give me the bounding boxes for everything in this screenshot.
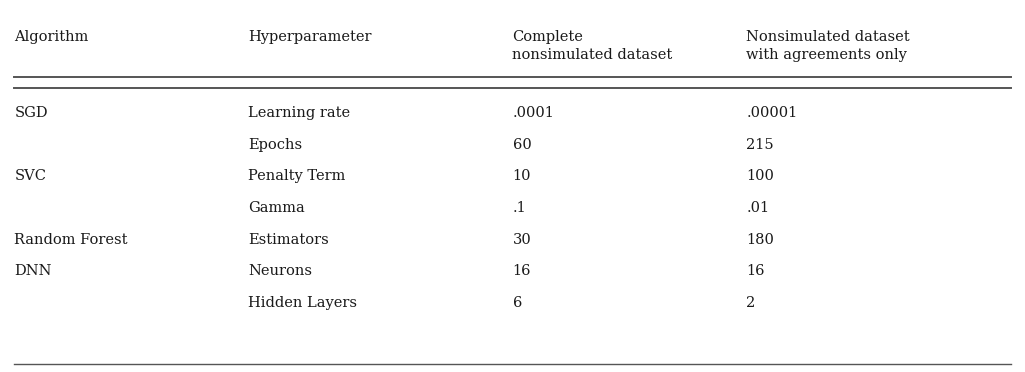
Text: Gamma: Gamma xyxy=(248,201,304,215)
Text: 2: 2 xyxy=(746,296,755,310)
Text: .00001: .00001 xyxy=(746,106,797,120)
Text: Estimators: Estimators xyxy=(248,232,329,247)
Text: 215: 215 xyxy=(746,138,774,152)
Text: 30: 30 xyxy=(512,232,531,247)
Text: .1: .1 xyxy=(512,201,526,215)
Text: Random Forest: Random Forest xyxy=(14,232,128,247)
Text: Penalty Term: Penalty Term xyxy=(248,169,345,183)
Text: 60: 60 xyxy=(512,138,531,152)
Text: Algorithm: Algorithm xyxy=(14,30,89,44)
Text: 10: 10 xyxy=(512,169,531,183)
Text: Hyperparameter: Hyperparameter xyxy=(248,30,372,44)
Text: 100: 100 xyxy=(746,169,774,183)
Text: Learning rate: Learning rate xyxy=(248,106,351,120)
Text: Nonsimulated dataset
with agreements only: Nonsimulated dataset with agreements onl… xyxy=(746,30,910,62)
Text: Hidden Layers: Hidden Layers xyxy=(248,296,357,310)
Text: DNN: DNN xyxy=(14,264,52,278)
Text: SVC: SVC xyxy=(14,169,46,183)
Text: 16: 16 xyxy=(746,264,765,278)
Text: 180: 180 xyxy=(746,232,774,247)
Text: 16: 16 xyxy=(512,264,531,278)
Text: Complete
nonsimulated dataset: Complete nonsimulated dataset xyxy=(512,30,672,62)
Text: .0001: .0001 xyxy=(512,106,555,120)
Text: Epochs: Epochs xyxy=(248,138,302,152)
Text: 6: 6 xyxy=(512,296,522,310)
Text: Neurons: Neurons xyxy=(248,264,313,278)
Text: SGD: SGD xyxy=(14,106,48,120)
Text: .01: .01 xyxy=(746,201,770,215)
